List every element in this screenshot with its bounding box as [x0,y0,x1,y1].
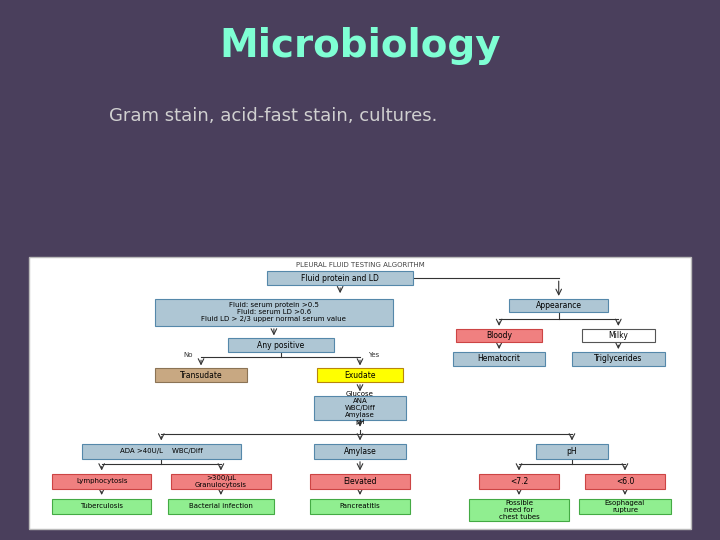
FancyBboxPatch shape [82,444,240,459]
FancyBboxPatch shape [509,299,608,313]
FancyBboxPatch shape [267,272,413,285]
Text: Amylase: Amylase [343,447,377,456]
Text: Tuberculosis: Tuberculosis [80,503,123,509]
FancyBboxPatch shape [480,474,559,489]
Text: Yes: Yes [368,352,379,357]
FancyBboxPatch shape [168,498,274,514]
Text: No: No [183,352,192,357]
FancyBboxPatch shape [579,498,671,514]
Text: >300/µL
Granulocytosis: >300/µL Granulocytosis [195,475,247,488]
FancyBboxPatch shape [171,474,271,489]
Text: Glucose
ANA
WBC/Diff
Amylase
pH: Glucose ANA WBC/Diff Amylase pH [345,391,375,425]
FancyBboxPatch shape [585,474,665,489]
Text: Hematocrit: Hematocrit [477,354,521,363]
Text: Milky: Milky [608,331,629,340]
Text: Fluid: serum protein >0.5
Fluid: serum LD >0.6
Fluid LD > 2/3 upper normal serum: Fluid: serum protein >0.5 Fluid: serum L… [202,302,346,322]
Text: <7.2: <7.2 [510,477,528,486]
FancyBboxPatch shape [314,444,406,459]
Text: Esophageal
rupture: Esophageal rupture [605,500,645,512]
Text: Pancreatitis: Pancreatitis [340,503,380,509]
Text: Exudate: Exudate [344,370,376,380]
FancyBboxPatch shape [572,352,665,366]
FancyBboxPatch shape [52,498,151,514]
Text: Any positive: Any positive [257,341,304,349]
Text: Elevated: Elevated [343,477,377,486]
FancyBboxPatch shape [314,396,406,420]
FancyBboxPatch shape [52,474,151,489]
Text: Triglycerides: Triglycerides [594,354,642,363]
Text: Possible
need for
chest tubes: Possible need for chest tubes [499,500,539,520]
Text: Lymphocytosis: Lymphocytosis [76,478,127,484]
Text: pH: pH [567,447,577,456]
FancyBboxPatch shape [469,499,569,521]
Text: PLEURAL FLUID TESTING ALGORITHM: PLEURAL FLUID TESTING ALGORITHM [296,262,424,268]
FancyBboxPatch shape [453,352,546,366]
FancyBboxPatch shape [155,368,248,382]
FancyBboxPatch shape [456,329,542,342]
FancyBboxPatch shape [310,474,410,489]
FancyBboxPatch shape [155,299,393,326]
Text: ADA >40U/L    WBC/Diff: ADA >40U/L WBC/Diff [120,449,203,455]
Text: Transudate: Transudate [180,370,222,380]
FancyBboxPatch shape [228,338,333,352]
Text: Bloody: Bloody [486,331,512,340]
Text: <6.0: <6.0 [616,477,634,486]
FancyBboxPatch shape [582,329,654,342]
FancyBboxPatch shape [29,256,691,529]
Text: Bacterial infection: Bacterial infection [189,503,253,509]
FancyBboxPatch shape [317,368,403,382]
Text: Fluid protein and LD: Fluid protein and LD [301,274,379,283]
Text: Gram stain, acid-fast stain, cultures.: Gram stain, acid-fast stain, cultures. [109,107,438,125]
FancyBboxPatch shape [310,498,410,514]
FancyBboxPatch shape [536,444,608,459]
Text: Appearance: Appearance [536,301,582,310]
Text: Microbiology: Microbiology [219,27,501,65]
